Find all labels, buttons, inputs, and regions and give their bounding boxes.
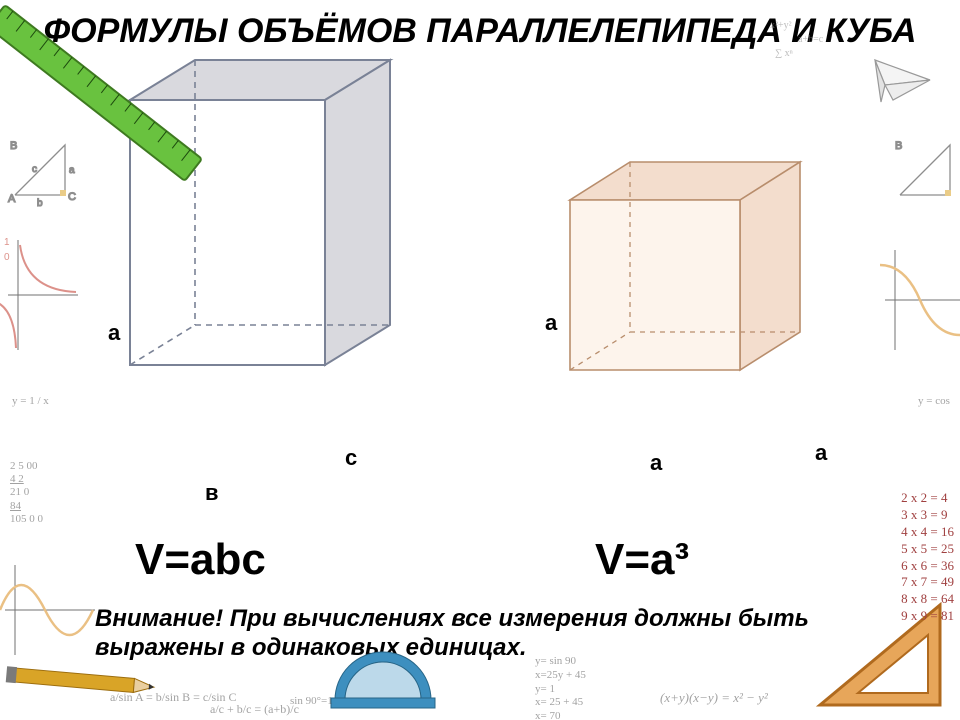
deco-longdiv-0: 2 5 00 — [10, 460, 43, 473]
deco-longdiv: 2 5 00 4 2 21 0 84 105 0 0 — [10, 460, 43, 526]
svg-text:b: b — [37, 198, 43, 209]
br-0: y= sin 90 — [535, 655, 586, 669]
mt-7: 9 x 9 = 81 — [901, 608, 954, 625]
deco-longdiv-1: 4 2 — [10, 473, 43, 486]
svg-text:1: 1 — [4, 237, 10, 248]
svg-text:C: C — [68, 191, 76, 203]
br-1: x=25y + 45 — [535, 669, 586, 683]
svg-text:c: c — [32, 164, 37, 175]
formula-cuboid: V=аbс — [135, 535, 266, 585]
cube-diagram — [520, 112, 850, 420]
deco-longdiv-3: 84 — [10, 500, 43, 513]
mt-6: 8 x 8 = 64 — [901, 591, 954, 608]
svg-text:A: A — [8, 193, 16, 205]
cuboid-diagram — [80, 10, 440, 415]
svg-text:a: a — [69, 165, 75, 176]
mt-3: 5 x 5 = 25 — [901, 541, 954, 558]
br-3: x= 25 + 45 — [535, 696, 586, 710]
deco-longdiv-2: 21 0 — [10, 486, 43, 499]
mt-1: 3 x 3 = 9 — [901, 507, 954, 524]
svg-text:0: 0 — [4, 252, 10, 263]
deco-brace: y= sin 90 x=25y + 45 y= 1 x= 25 + 45 x= … — [535, 655, 586, 720]
slide: ФОРМУЛЫ ОБЪЁМОВ ПАРАЛЛЕЛЕПИПЕДА И КУБА а… — [0, 0, 960, 720]
svg-text:B: B — [895, 140, 902, 152]
deco-ycos: y = cos — [918, 395, 950, 409]
deco-mult-table: 2 x 2 = 4 3 x 3 = 9 4 x 4 = 16 5 x 5 = 2… — [901, 490, 954, 625]
cuboid-label-c: с — [345, 445, 357, 471]
deco-longdiv-4: 105 0 0 — [10, 513, 43, 526]
warning-text: Внимание! При вычислениях все измерения … — [95, 605, 840, 663]
cuboid-label-a: а — [108, 320, 120, 346]
deco-frac: a/c + b/c = (a+b)/c — [210, 702, 299, 717]
deco-diff: (x+y)(x−y) = x² − y² — [660, 690, 768, 706]
mt-2: 4 x 4 = 16 — [901, 524, 954, 541]
cube-label-a2: а — [650, 450, 662, 476]
br-4: x= 70 — [535, 710, 586, 720]
svg-text:B: B — [10, 140, 17, 152]
br-2: y= 1 — [535, 683, 586, 697]
mt-4: 6 x 6 = 36 — [901, 558, 954, 575]
deco-y1x: y = 1 / x — [12, 395, 49, 409]
cube-label-a1: а — [545, 310, 557, 336]
formula-cube: V=а³ — [595, 535, 689, 585]
mt-5: 7 x 7 = 49 — [901, 574, 954, 591]
mt-0: 2 x 2 = 4 — [901, 490, 954, 507]
cuboid-label-b: в — [205, 480, 219, 506]
cube-label-a3: а — [815, 440, 827, 466]
